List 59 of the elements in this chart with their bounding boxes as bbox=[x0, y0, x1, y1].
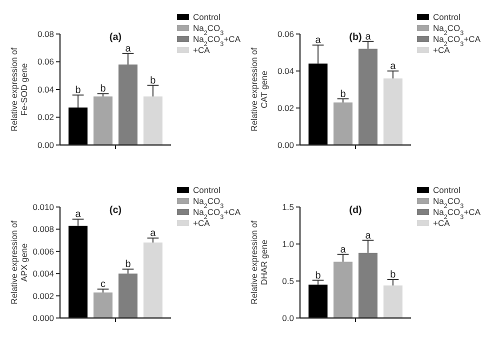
data-label: a bbox=[365, 31, 372, 42]
data-label: b bbox=[315, 270, 322, 282]
data-label: a bbox=[365, 230, 372, 242]
y-tick-label: 0.00 bbox=[37, 140, 54, 150]
legend-label: +CA bbox=[433, 218, 450, 228]
legend-label: Control bbox=[433, 12, 461, 22]
data-label: b bbox=[125, 259, 132, 270]
y-tick-label: 0.02 bbox=[277, 102, 294, 113]
legend-label: Na$_{2}$CO$_{3}$ bbox=[193, 196, 224, 210]
y-axis-title: Relative expression of APX gene bbox=[9, 220, 29, 304]
data-label: a bbox=[125, 43, 132, 54]
data-label: b bbox=[75, 85, 82, 96]
y-tick-label: 0.006 bbox=[32, 246, 54, 256]
chart-title: (d) bbox=[349, 205, 362, 216]
legend-label: Na$_{2}$CO$_{3}$+CA bbox=[193, 34, 241, 48]
legend-label: Na$_{2}$CO$_{3}$+CA bbox=[433, 207, 481, 220]
legend-label: Control bbox=[433, 185, 461, 195]
y-tick-label: 0.0 bbox=[282, 312, 294, 323]
y-tick-label: 0.00 bbox=[277, 140, 294, 150]
y-axis-title: Relative expression of DHAR gene bbox=[249, 220, 269, 304]
legend-label: Na$_{2}$CO$_{3}$+CA bbox=[433, 34, 481, 48]
legend-label: +CA bbox=[433, 45, 450, 55]
y-tick-label: 0.010 bbox=[32, 202, 54, 212]
y-axis-title: Relative expression of Fe-SOD gene bbox=[9, 47, 29, 132]
y-tick-label: 1.0 bbox=[282, 238, 294, 249]
legend-label: +CA bbox=[193, 218, 210, 228]
legend-label: Na$_{2}$CO$_{3}$+CA bbox=[193, 207, 241, 220]
y-tick-label: 0.02 bbox=[37, 112, 54, 122]
legend-label: Na$_{2}$CO$_{3}$ bbox=[433, 23, 464, 36]
data-label: a bbox=[340, 244, 346, 256]
legend-label: +CA bbox=[193, 45, 210, 55]
y-tick-label: 1.5 bbox=[282, 202, 294, 212]
y-tick-label: 0.06 bbox=[37, 56, 54, 67]
data-label: b bbox=[100, 84, 106, 95]
chart-title: (b) bbox=[349, 32, 362, 43]
y-tick-label: 0.000 bbox=[32, 312, 54, 323]
legend-label: Control bbox=[193, 185, 221, 195]
data-label: a bbox=[150, 228, 156, 240]
y-tick-label: 0.04 bbox=[37, 84, 54, 94]
y-tick-label: 0.04 bbox=[277, 66, 294, 76]
data-label: b bbox=[150, 75, 156, 86]
chart-title: (c) bbox=[109, 205, 122, 216]
legend-label: Control bbox=[193, 12, 221, 22]
data-label: a bbox=[315, 35, 322, 46]
y-tick-label: 0.06 bbox=[277, 28, 294, 39]
legend-label: Na$_{2}$CO$_{3}$ bbox=[433, 196, 464, 210]
y-tick-label: 0.002 bbox=[32, 290, 54, 301]
legend-label: Na$_{2}$CO$_{3}$ bbox=[193, 23, 224, 36]
y-tick-label: 0.5 bbox=[282, 276, 294, 286]
y-tick-label: 0.08 bbox=[37, 28, 54, 39]
y-tick-label: 0.008 bbox=[32, 224, 54, 234]
y-tick-label: 0.004 bbox=[32, 268, 54, 279]
data-label: b bbox=[340, 88, 346, 100]
chart-title: (a) bbox=[109, 32, 122, 43]
data-label: a bbox=[390, 61, 396, 72]
y-axis-title: Relative expression of CAT gene bbox=[249, 47, 269, 132]
data-label: a bbox=[75, 209, 82, 220]
data-label: c bbox=[100, 279, 106, 290]
data-label: b bbox=[390, 270, 396, 281]
